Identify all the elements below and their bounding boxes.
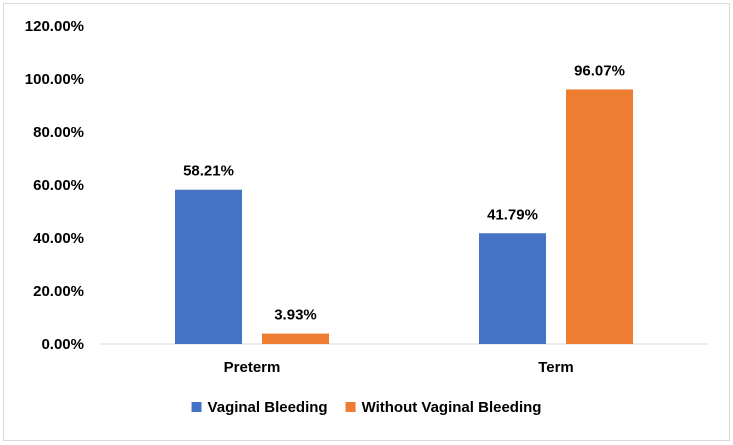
legend-swatch — [191, 402, 202, 412]
bar-term-vaginal-bleeding — [479, 233, 546, 344]
bars — [175, 89, 633, 345]
y-axis-ticks: 0.00% 20.00% 40.00% 60.00% 80.00% 100.00% 120.… — [25, 18, 84, 353]
y-tick-label: 60.00% — [33, 177, 84, 194]
bar-term-without-vaginal-bleeding — [566, 89, 633, 345]
legend-label: Without Vaginal Bleeding — [362, 399, 542, 416]
data-labels: 58.21% 3.93% 41.79% 96.07% — [183, 62, 625, 323]
y-tick-label: 120.00% — [25, 18, 84, 35]
legend-swatch — [345, 402, 356, 412]
legend: Vaginal Bleeding Without Vaginal Bleeding — [191, 399, 542, 416]
x-tick-label: Term — [538, 359, 574, 376]
bar-preterm-without-vaginal-bleeding — [262, 333, 329, 344]
y-tick-label: 40.00% — [33, 230, 84, 247]
y-tick-label: 80.00% — [33, 124, 84, 141]
x-tick-label: Preterm — [224, 359, 281, 376]
data-label: 58.21% — [183, 163, 234, 180]
data-label: 41.79% — [487, 206, 538, 223]
y-tick-label: 0.00% — [41, 336, 84, 353]
bar-preterm-vaginal-bleeding — [175, 189, 242, 344]
y-tick-label: 100.00% — [25, 71, 84, 88]
legend-label: Vaginal Bleeding — [208, 399, 328, 416]
y-tick-label: 20.00% — [33, 283, 84, 300]
data-label: 3.93% — [274, 307, 317, 324]
data-label: 96.07% — [574, 62, 625, 79]
category-labels: Preterm Term — [224, 359, 574, 376]
